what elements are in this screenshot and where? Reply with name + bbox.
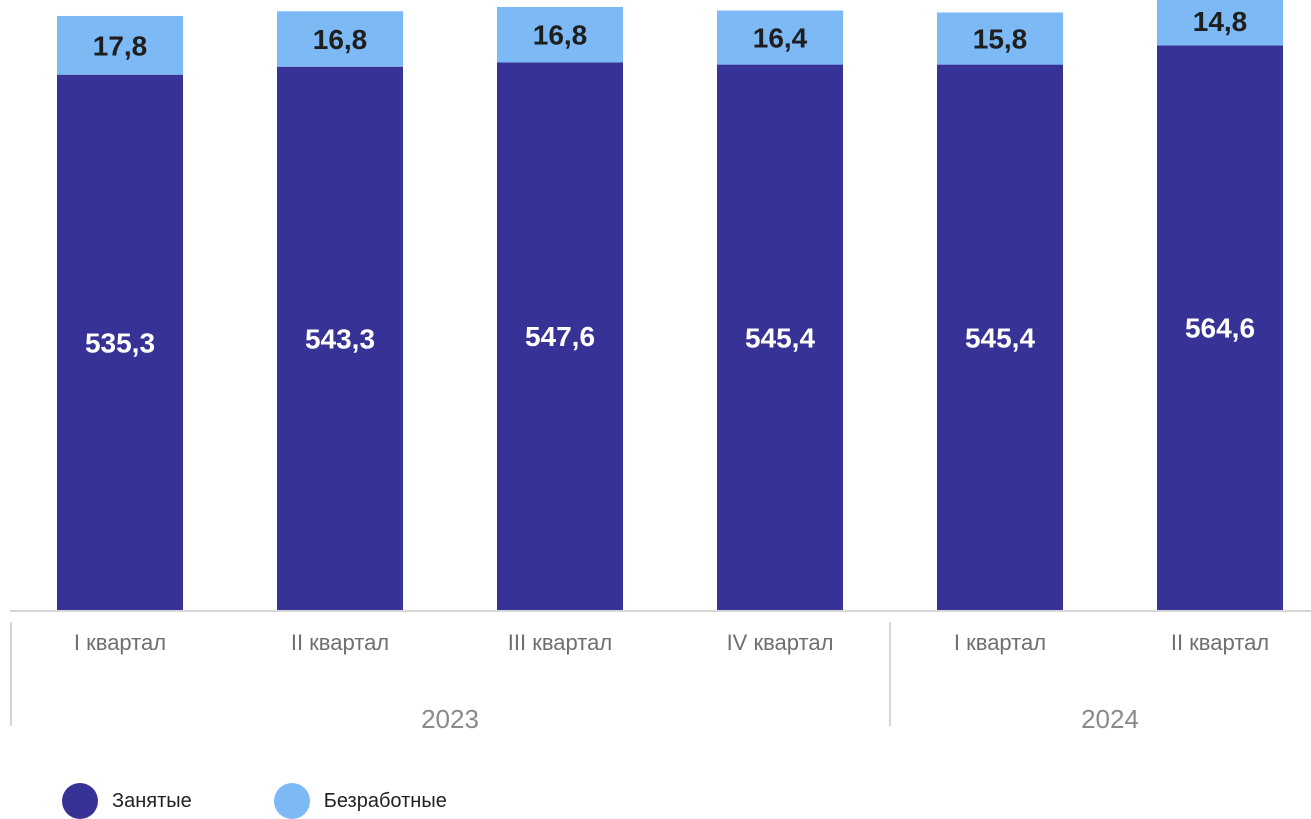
data-label-employed-3: 545,4	[745, 322, 815, 353]
group-label-1: 2024	[1081, 704, 1139, 734]
legend-swatch-employed	[62, 783, 98, 819]
bar-employed-5	[1157, 45, 1283, 610]
data-label-employed-5: 564,6	[1185, 313, 1255, 344]
data-label-unemployed-5: 14,8	[1193, 6, 1248, 37]
data-label-unemployed-2: 16,8	[533, 20, 588, 51]
data-label-employed-4: 545,4	[965, 322, 1035, 353]
x-tick-label-1: II квартал	[291, 630, 389, 655]
bar-unemployed-4	[937, 12, 1063, 65]
x-tick-label-3: IV квартал	[727, 630, 834, 655]
bar-employed-1	[277, 66, 403, 610]
data-label-employed-0: 535,3	[85, 327, 155, 358]
bar-employed-2	[497, 62, 623, 610]
data-label-unemployed-0: 17,8	[93, 30, 148, 61]
legend-swatch-unemployed	[273, 783, 310, 819]
bar-unemployed-1	[277, 11, 403, 67]
bar-employed-0	[57, 74, 183, 610]
x-tick-label-5: II квартал	[1171, 630, 1269, 655]
data-label-unemployed-3: 16,4	[753, 23, 808, 54]
data-label-unemployed-1: 16,8	[313, 24, 368, 55]
legend-item-unemployed: Безработные	[273, 783, 447, 819]
group-label-0: 2023	[421, 704, 479, 734]
x-tick-label-0: I квартал	[74, 630, 166, 655]
bar-employed-3	[717, 64, 843, 611]
bar-unemployed-5	[1157, 0, 1283, 46]
data-label-employed-2: 547,6	[525, 321, 595, 352]
x-tick-label-2: III квартал	[508, 630, 612, 655]
legend-label-employed: Занятые	[112, 789, 192, 812]
bar-unemployed-3	[717, 10, 843, 65]
data-label-employed-1: 543,3	[305, 323, 375, 354]
data-label-unemployed-4: 15,8	[973, 24, 1028, 55]
bar-unemployed-0	[57, 15, 183, 75]
legend-item-employed: Занятые	[62, 783, 192, 819]
legend-label-unemployed: Безработные	[323, 789, 447, 812]
bar-unemployed-2	[497, 6, 623, 63]
legend: Занятые Безработные	[62, 783, 529, 819]
bar-employed-4	[937, 64, 1063, 611]
stacked-bar-chart: 535,3 17,8 I квартал 543,3 16,8 II квартал 547…	[10, 0, 1311, 734]
x-tick-label-4: I квартал	[954, 630, 1046, 655]
